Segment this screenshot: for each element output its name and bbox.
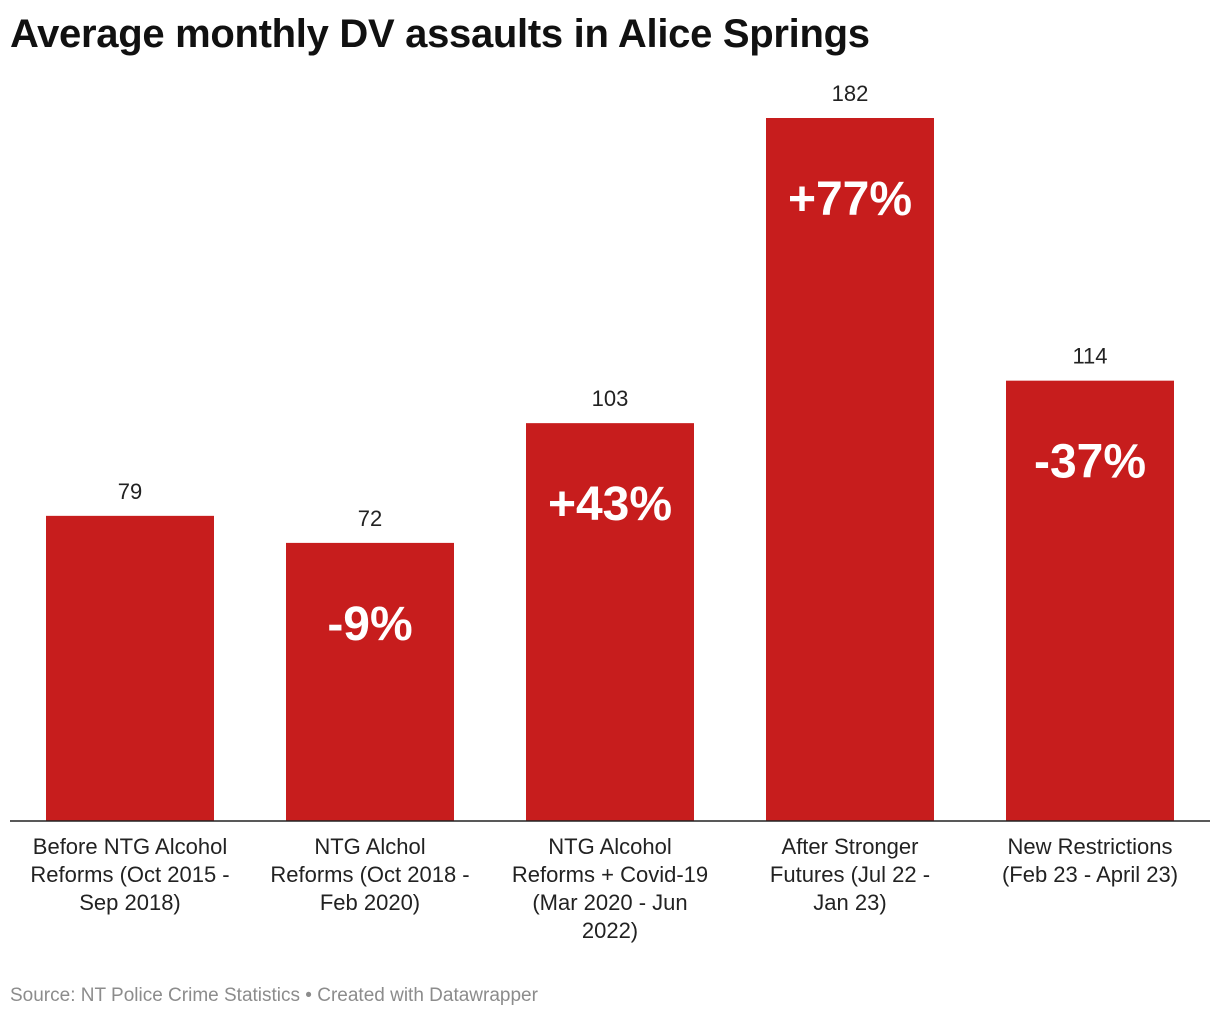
category-label-2: NTG Alcohol Reforms + Covid-19 (Mar 2020 -… xyxy=(512,834,708,943)
category-label-line: Jan 23) xyxy=(813,890,886,915)
change-label-2: +43% xyxy=(548,478,672,531)
category-label-line: Reforms (Oct 2018 - xyxy=(270,862,469,887)
category-label-3: After Stronger Futures (Jul 22 - Jan 23) xyxy=(770,834,930,915)
value-label-3: 182 xyxy=(832,81,869,106)
labels-layer: 79 Before NTG Alcohol Reforms (Oct 2015 - S… xyxy=(30,81,1178,943)
bar-4 xyxy=(1006,380,1174,821)
change-label-4: -37% xyxy=(1034,436,1146,489)
bars-layer xyxy=(46,118,1174,821)
value-label-1: 72 xyxy=(358,506,382,531)
category-label-line: NTG Alcohol xyxy=(548,834,672,859)
category-label-0: Before NTG Alcohol Reforms (Oct 2015 - Sep… xyxy=(30,834,229,915)
chart-title: Average monthly DV assaults in Alice Spr… xyxy=(10,12,870,56)
value-label-4: 114 xyxy=(1072,344,1107,369)
bar-0 xyxy=(46,515,214,821)
source-note: Source: NT Police Crime Statistics xyxy=(10,985,301,1006)
category-label-4: New Restrictions (Feb 23 - April 23) xyxy=(1002,834,1178,887)
category-label-line: NTG Alchol xyxy=(314,834,425,859)
category-label-line: Before NTG Alcohol xyxy=(33,834,227,859)
category-label-line: Reforms (Oct 2015 - xyxy=(30,862,229,887)
category-label-line: New Restrictions xyxy=(1007,834,1172,859)
category-label-line: Feb 2020) xyxy=(320,890,420,915)
bar-1 xyxy=(286,542,454,821)
change-label-3: +77% xyxy=(788,173,912,226)
value-label-2: 103 xyxy=(592,386,629,411)
category-label-line: Futures (Jul 22 - xyxy=(770,862,930,887)
category-label-line: 2022) xyxy=(582,918,638,943)
category-label-1: NTG Alchol Reforms (Oct 2018 - Feb 2020) xyxy=(270,834,469,915)
category-label-line: After Stronger xyxy=(782,834,919,859)
bar-3 xyxy=(766,118,934,821)
category-label-line: (Mar 2020 - Jun xyxy=(532,890,687,915)
credit-note: Created with Datawrapper xyxy=(317,985,538,1006)
footer-separator: • xyxy=(305,985,312,1006)
bar-chart: 79 Before NTG Alcohol Reforms (Oct 2015 - S… xyxy=(10,81,1210,943)
change-label-1: -9% xyxy=(327,598,412,651)
category-label-line: Reforms + Covid-19 xyxy=(512,862,708,887)
value-label-0: 79 xyxy=(118,479,142,504)
category-label-line: (Feb 23 - April 23) xyxy=(1002,862,1178,887)
bar-2 xyxy=(526,423,694,821)
category-label-line: Sep 2018) xyxy=(79,890,181,915)
footer: Source: NT Police Crime Statistics • Cre… xyxy=(10,985,538,1007)
